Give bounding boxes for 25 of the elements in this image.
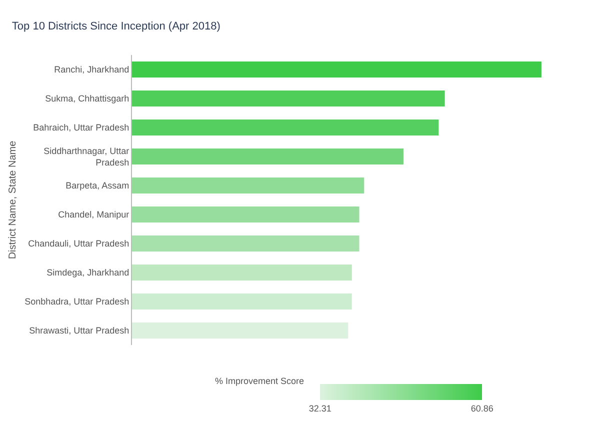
- bar: [132, 90, 445, 106]
- color-bar-label: 60.86: [470, 403, 494, 414]
- bar: [132, 294, 352, 310]
- y-axis-title: District Name, State Name: [8, 140, 19, 260]
- y-tick-label: Sonbhadra, Uttar Pradesh: [24, 296, 130, 307]
- bar: [132, 62, 542, 78]
- bar: [132, 264, 352, 280]
- y-tick-label: Sukma, Chhattisgarh: [45, 94, 130, 104]
- bar: [132, 236, 360, 252]
- color-bar-label: 32.31: [308, 403, 332, 414]
- y-tick-label: Chandel, Manipur: [58, 210, 130, 220]
- y-tick-label: Barpeta, Assam: [66, 180, 130, 191]
- y-tick-label: Chandauli, Uttar Pradesh: [28, 238, 130, 249]
- y-tick-label: Siddharthnagar, Uttar Pradesh: [44, 146, 130, 168]
- bar: [132, 206, 360, 222]
- chart-title: Top 10 Districts Since Inception (Apr 2018): [12, 20, 220, 32]
- y-tick-label: Simdega, Jharkhand: [46, 268, 130, 278]
- bar: [132, 322, 348, 338]
- color-bar-title: % Improvement Score: [215, 376, 304, 386]
- y-tick-label: Shrawasti, Uttar Pradesh: [29, 326, 130, 336]
- bar: [132, 148, 404, 164]
- y-tick-label: Ranchi, Jharkhand: [54, 64, 130, 75]
- y-tick-label: Bahraich, Uttar Pradesh: [33, 122, 130, 133]
- bar: [132, 120, 439, 136]
- bar: [132, 178, 364, 194]
